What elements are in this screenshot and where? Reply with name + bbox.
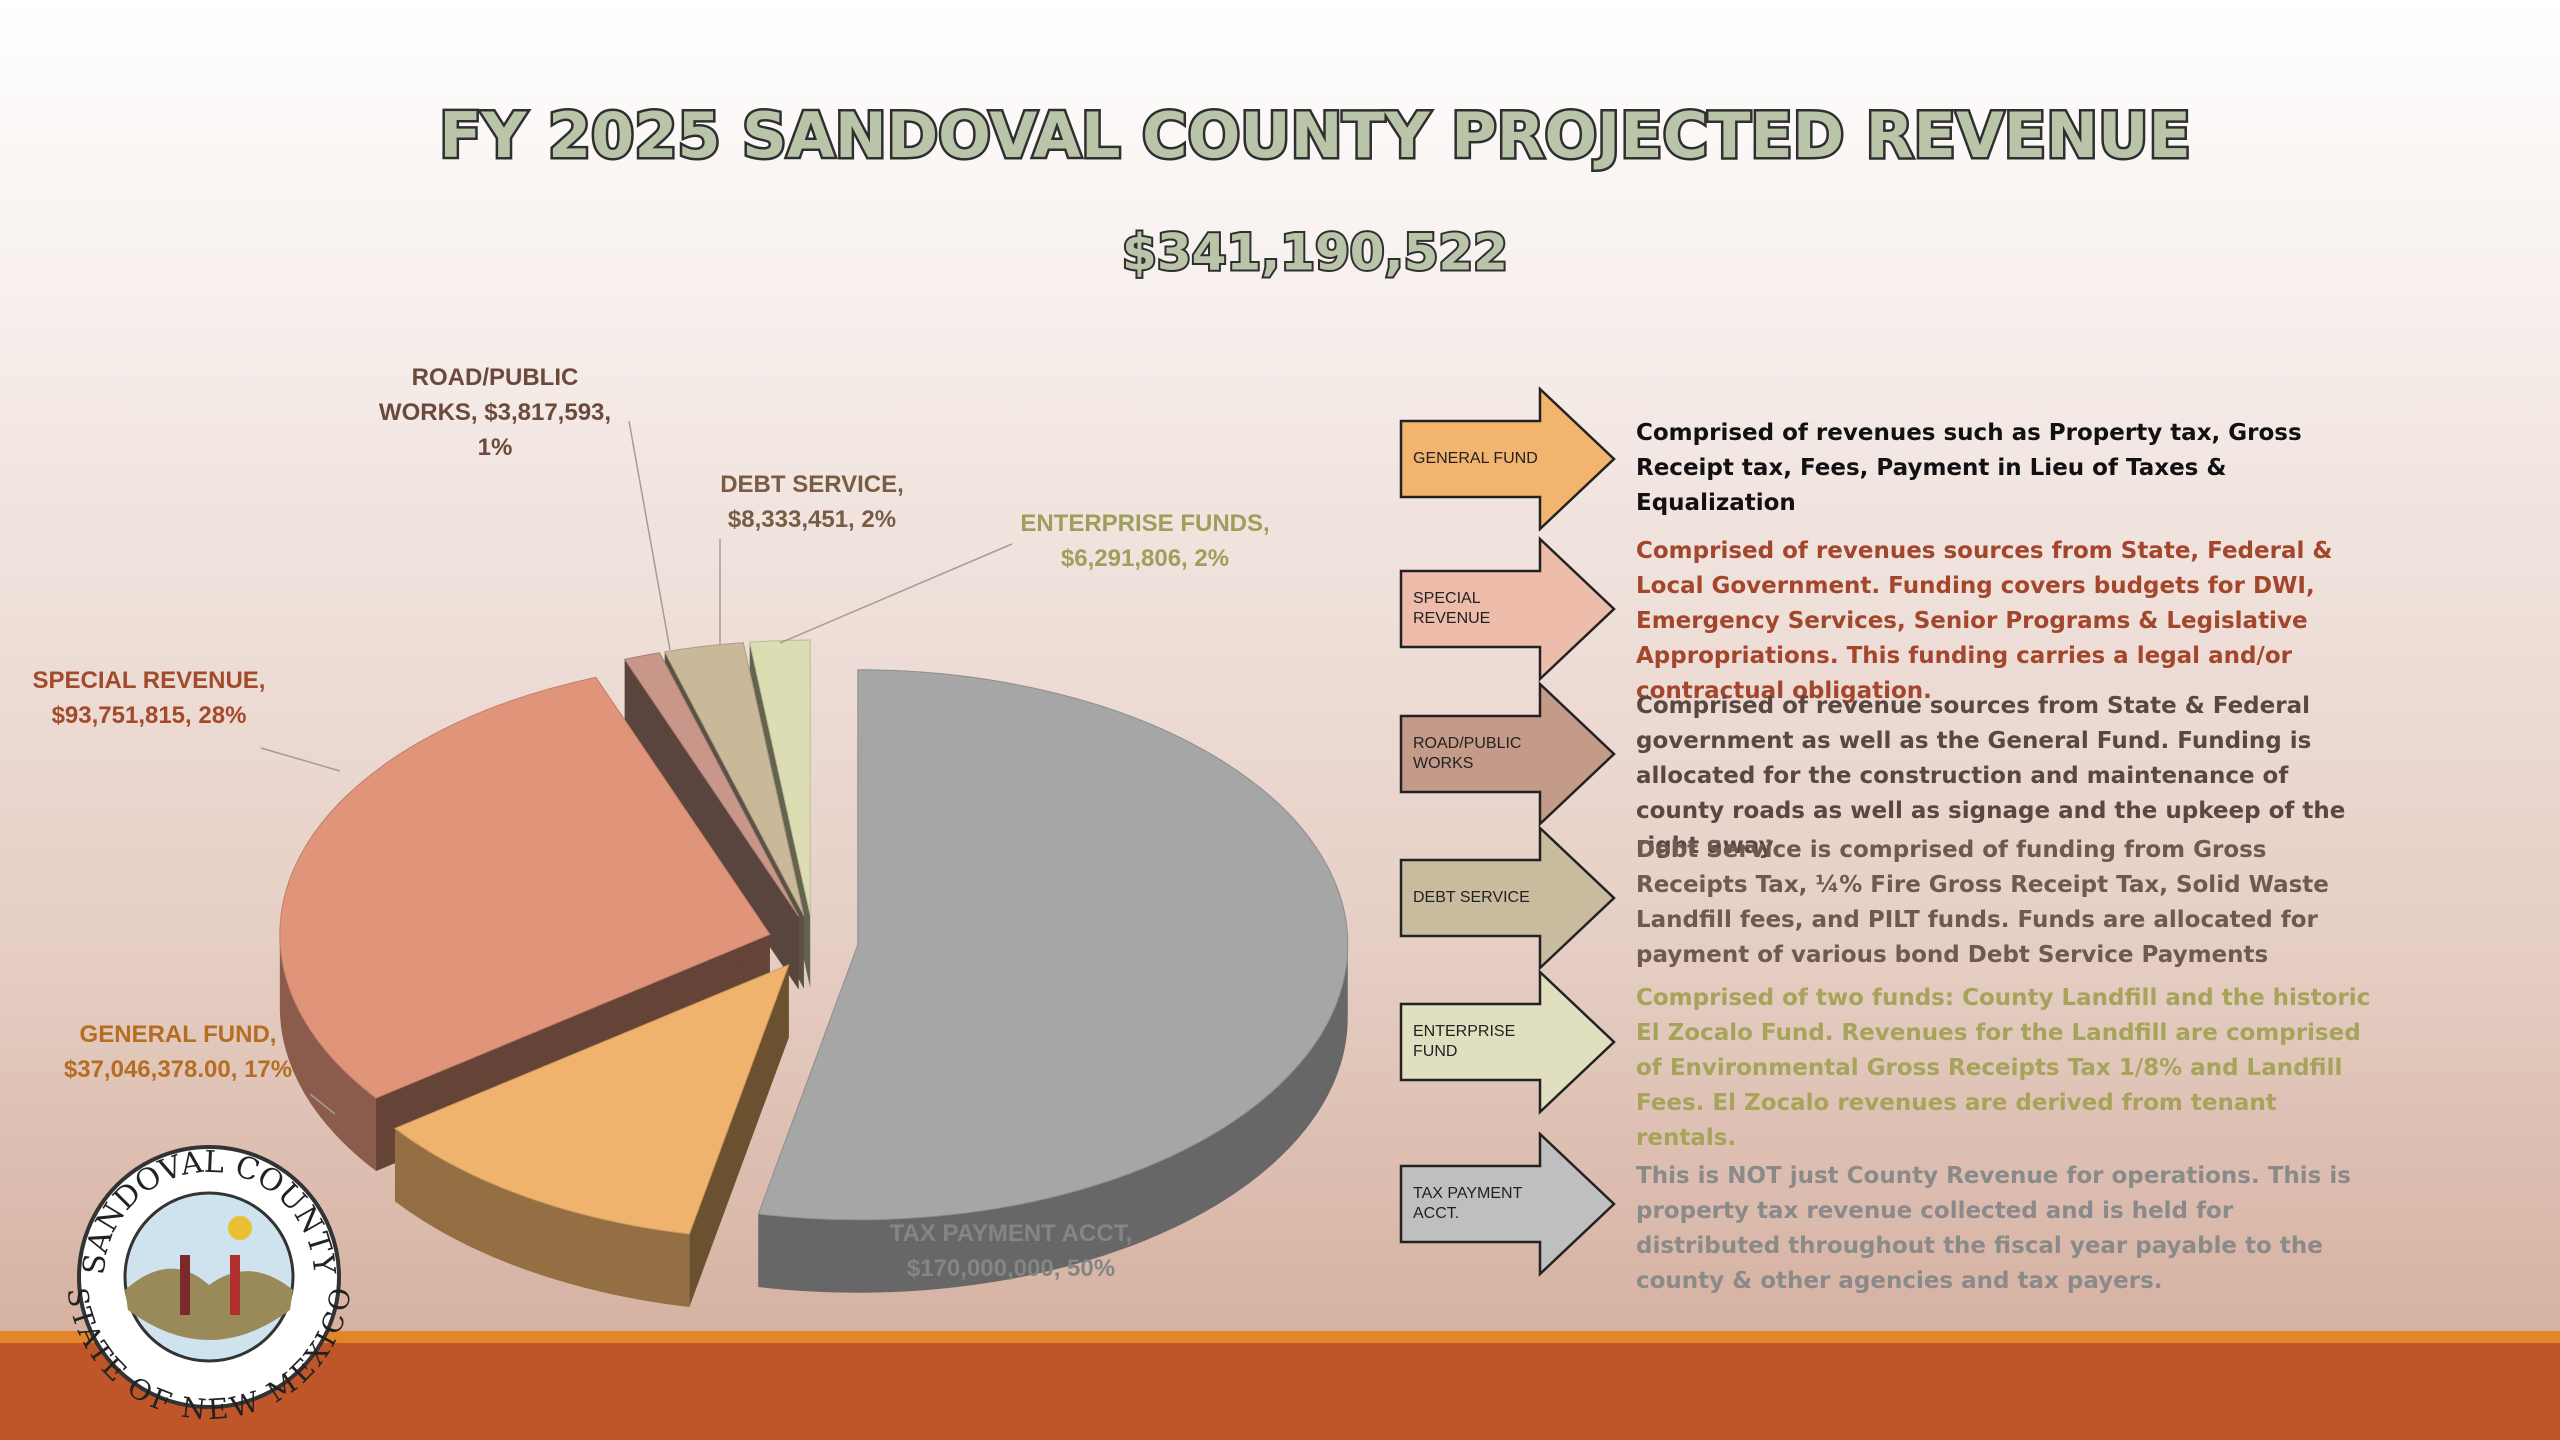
label-part: ENTERPRISE FUNDS xyxy=(1020,510,1264,537)
slice xyxy=(623,652,800,917)
data-label: GENERAL FUND, $37,046,378.00, 17% xyxy=(48,1017,308,1087)
label-part: ROAD/PUBLIC WORKS xyxy=(378,364,579,426)
slice-wall xyxy=(279,934,377,1172)
leader-line xyxy=(260,747,341,772)
label-part: SPECIAL REVENUE xyxy=(32,667,259,694)
separator: , xyxy=(258,667,266,694)
slice xyxy=(279,676,771,1099)
leader-line xyxy=(779,543,1013,644)
label-part: $93,751,815 xyxy=(51,702,186,729)
description: This is NOT just County Revenue for oper… xyxy=(1636,1163,2351,1294)
data-label: TAX PAYMENT ACCT, $170,000,000, 50% xyxy=(821,1216,1201,1286)
data-label: SPECIAL REVENUE, $93,751,815, 28% xyxy=(4,663,294,733)
label-part: DEBT SERVICE xyxy=(720,471,898,498)
separator: , xyxy=(230,1056,245,1083)
arrow-label: ENTERPRISE FUND xyxy=(1413,1023,1516,1060)
separator: , xyxy=(897,471,904,498)
separator: , xyxy=(848,506,862,533)
description: Comprised of revenues such as Property t… xyxy=(1636,420,2302,516)
label-part: $3,817,593 xyxy=(484,399,605,426)
slice xyxy=(757,669,1349,1221)
subtitle: $341,190,522 xyxy=(1122,224,1508,282)
data-label: ENTERPRISE FUNDS, $6,291,806, 2% xyxy=(995,506,1295,576)
arrow-label: DEBT SERVICE xyxy=(1413,889,1530,906)
arrow xyxy=(1399,969,1616,1115)
arrow xyxy=(1399,536,1616,682)
leader-line xyxy=(309,1093,336,1115)
separator: , xyxy=(1125,1220,1133,1247)
separator: , xyxy=(1053,1255,1068,1282)
arrow xyxy=(1399,681,1616,827)
label-part: $8,333,451 xyxy=(727,506,849,533)
logo-land xyxy=(125,1268,293,1340)
label-part: 17% xyxy=(244,1056,293,1083)
label-part: 1% xyxy=(477,434,513,461)
band-line xyxy=(0,1331,2560,1343)
data-label: DEBT SERVICE, $8,333,451, 2% xyxy=(697,467,927,537)
label-part: GENERAL FUND xyxy=(79,1021,270,1048)
slice-side xyxy=(689,964,789,1308)
label-part: TAX PAYMENT ACCT xyxy=(889,1220,1126,1247)
leader-line xyxy=(628,420,671,651)
arrow-label: GENERAL FUND xyxy=(1413,450,1538,467)
arrow-label: TAX PAYMENT ACCT. xyxy=(1413,1185,1523,1222)
data-label: ROAD/PUBLIC WORKS, $3,817,593, 1% xyxy=(365,360,625,465)
band xyxy=(0,1343,2560,1440)
description: Comprised of revenues sources from State… xyxy=(1636,538,2333,704)
label-part: $37,046,378.00 xyxy=(63,1056,231,1083)
arrow xyxy=(1399,386,1616,532)
description: Comprised of revenue sources from State … xyxy=(1636,693,2346,859)
separator: , xyxy=(269,1021,277,1048)
separator: , xyxy=(470,399,485,426)
slice xyxy=(663,642,805,916)
slice xyxy=(749,639,811,916)
label-part: $170,000,000 xyxy=(906,1255,1054,1282)
slice-wall xyxy=(758,944,1348,1293)
title: FY 2025 SANDOVAL COUNTY PROJECTED REVENU… xyxy=(439,99,2191,172)
arrow xyxy=(1399,825,1616,971)
separator: , xyxy=(1181,545,1195,572)
slice xyxy=(393,963,790,1235)
pie xyxy=(279,639,1349,1308)
logo-sun xyxy=(228,1216,252,1240)
label-part: 50% xyxy=(1067,1255,1116,1282)
description: Comprised of two funds: County Landfill … xyxy=(1636,985,2371,1151)
logo-figure xyxy=(230,1255,240,1315)
label-part: $6,291,806 xyxy=(1060,545,1182,572)
description: Debt Service is comprised of funding fro… xyxy=(1636,837,2329,968)
arrow-label: SPECIAL REVENUE xyxy=(1413,590,1491,627)
arrow-label: ROAD/PUBLIC WORKS xyxy=(1413,735,1522,772)
separator: , xyxy=(185,702,199,729)
arrow xyxy=(1399,1131,1616,1277)
label-part: 2% xyxy=(1194,545,1230,572)
logo-figure xyxy=(180,1255,190,1315)
separator: , xyxy=(1263,510,1270,537)
label-part: 2% xyxy=(861,506,897,533)
label-part: 28% xyxy=(198,702,247,729)
separator: , xyxy=(604,399,612,426)
